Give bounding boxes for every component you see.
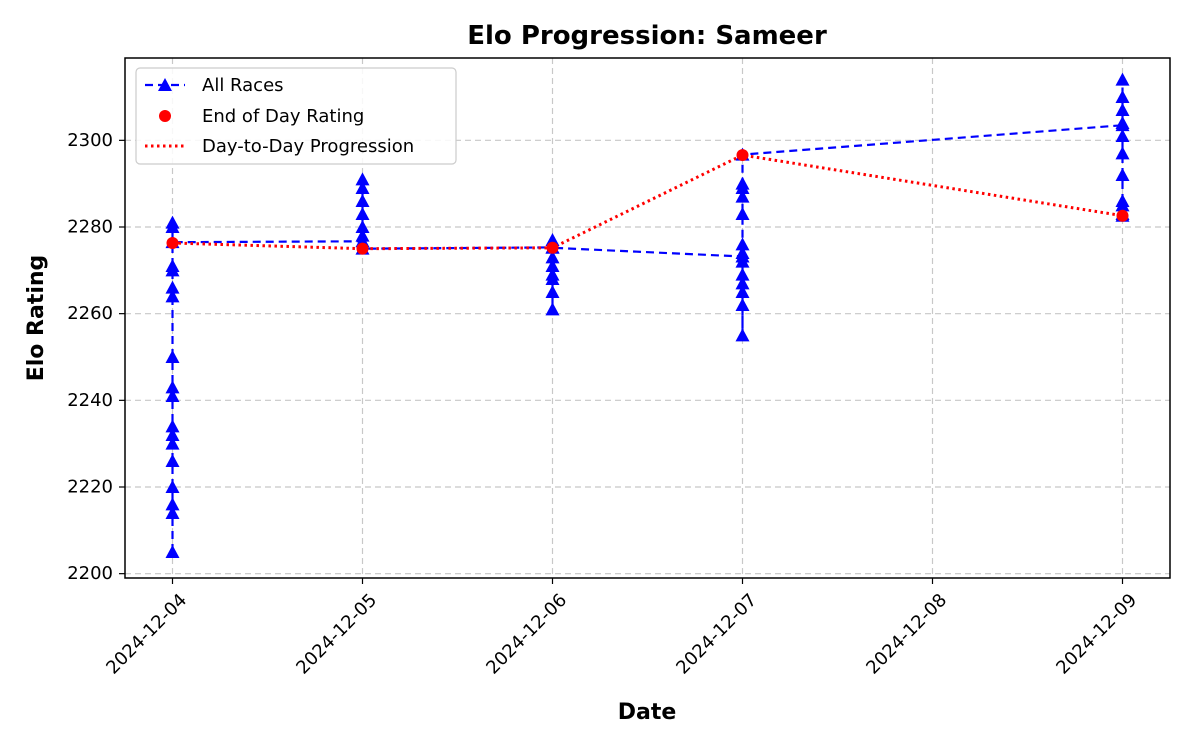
legend-entry-end-of-day: End of Day Rating xyxy=(159,106,364,127)
all-races-point xyxy=(545,259,560,272)
plot-frame xyxy=(124,57,1171,579)
all-races-point xyxy=(735,207,750,220)
all-races-point xyxy=(1115,72,1130,86)
all-races-point xyxy=(545,250,560,264)
all-races-point xyxy=(165,428,180,441)
all-races-point xyxy=(735,176,750,190)
all-races-point xyxy=(1115,129,1130,142)
end-of-day-point xyxy=(166,237,179,250)
all-races-point xyxy=(165,289,180,303)
all-races-point xyxy=(355,207,370,220)
all-races-point xyxy=(545,302,560,316)
legend-entry-day-to-day: Day-to-Day Progression xyxy=(145,136,414,157)
all-races-point xyxy=(165,436,180,450)
all-races-point xyxy=(165,280,180,294)
all-races-point xyxy=(735,267,750,281)
all-races-point xyxy=(735,189,750,203)
end-of-day-point xyxy=(1116,209,1129,222)
all-races-point xyxy=(1115,90,1130,103)
legend-label-all-races: All Races xyxy=(202,75,284,96)
all-races-point xyxy=(1115,168,1130,181)
legend-box xyxy=(135,67,457,165)
all-races-point xyxy=(735,276,750,290)
all-races-point xyxy=(735,254,750,268)
x-axis-label: Date xyxy=(618,700,677,725)
y-tick-label: 2280 xyxy=(67,217,113,238)
end-of-day-point xyxy=(546,241,559,254)
legend-marker-triangle-icon xyxy=(158,78,172,91)
all-races-point xyxy=(735,237,750,251)
all-races-point xyxy=(545,233,560,246)
end-of-day-point xyxy=(356,242,369,255)
all-races-point xyxy=(735,246,750,259)
legend: All Races End of Day Rating Day-to-Day P… xyxy=(135,67,457,165)
legend-label-end-of-day: End of Day Rating xyxy=(202,106,364,127)
legend-marker-circle-icon xyxy=(159,110,171,122)
all-races-point xyxy=(355,228,370,242)
all-races-point xyxy=(1115,103,1130,116)
all-races-point xyxy=(165,506,180,519)
all-races-point xyxy=(165,380,180,394)
all-races-point xyxy=(735,285,750,298)
all-races-point xyxy=(545,285,560,298)
all-races-point xyxy=(165,259,180,272)
legend-entry-all-races: All Races xyxy=(145,75,284,96)
all-races-point xyxy=(735,298,750,311)
y-tick-label: 2260 xyxy=(67,303,113,324)
all-races-point xyxy=(165,454,180,467)
all-races-point xyxy=(165,419,180,433)
end-of-day-point xyxy=(736,149,749,162)
all-races-point xyxy=(165,389,180,402)
all-races-point xyxy=(1115,146,1130,160)
all-races-point xyxy=(355,220,370,233)
y-tick-label: 2220 xyxy=(67,477,113,498)
series-layer xyxy=(165,72,1130,558)
all-races-point xyxy=(165,350,180,363)
all-races-point xyxy=(355,172,370,186)
all-races-point xyxy=(165,215,180,229)
y-tick-label: 2200 xyxy=(67,563,113,584)
y-tick-label: 2240 xyxy=(67,390,113,411)
all-races-point xyxy=(1115,198,1130,212)
all-races-point xyxy=(545,267,560,281)
all-races-point xyxy=(165,545,180,558)
all-races-point xyxy=(355,181,370,194)
all-races-point xyxy=(165,497,180,511)
all-races-point xyxy=(1115,116,1130,129)
y-axis-label: Elo Rating xyxy=(24,255,49,382)
legend-label-day-to-day: Day-to-Day Progression xyxy=(202,136,414,157)
chart-title: Elo Progression: Sameer xyxy=(467,21,827,51)
all-races-point xyxy=(355,194,370,207)
all-races-point xyxy=(735,328,750,342)
y-tick-label: 2300 xyxy=(67,130,113,151)
all-races-point xyxy=(165,480,180,493)
